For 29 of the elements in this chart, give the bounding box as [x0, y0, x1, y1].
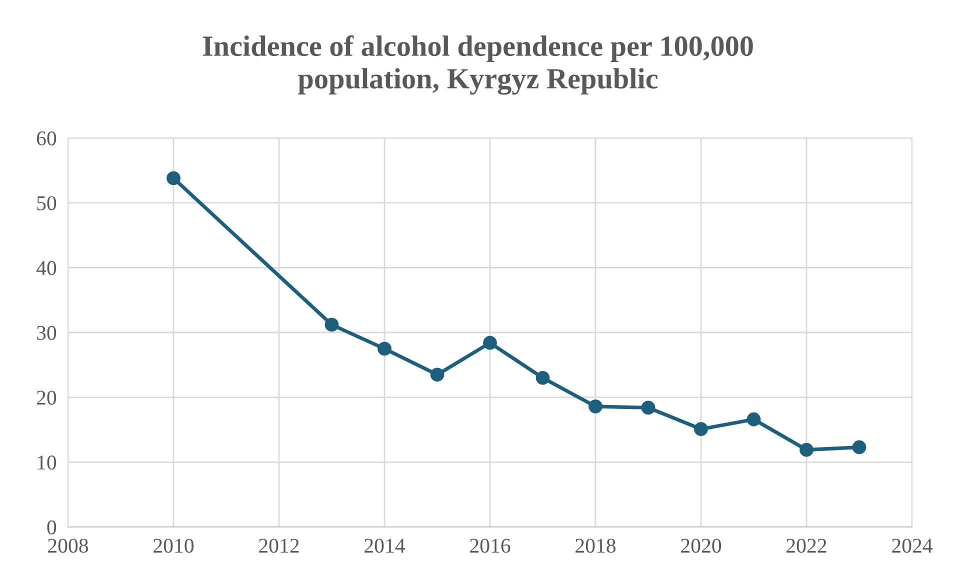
- point: [746, 412, 761, 426]
- point: [324, 318, 339, 332]
- x-tick-label: 2024: [892, 538, 933, 553]
- point: [536, 370, 550, 385]
- x-tick-label: 2014: [364, 538, 406, 553]
- x-tick-label: 2010: [154, 538, 194, 553]
- x-tick-label: 2020: [681, 538, 722, 553]
- point: [852, 440, 866, 454]
- x-tick-label: 2008: [48, 538, 88, 553]
- y-tick-label: 10: [38, 456, 56, 470]
- point: [588, 399, 602, 414]
- x-tick-label: 2012: [259, 538, 299, 553]
- y-tick-label: 20: [36, 390, 56, 405]
- y-tick-label: 60: [36, 131, 56, 146]
- point: [166, 171, 180, 186]
- x-tick-label: 2022: [786, 538, 826, 553]
- y-tick-label: 40: [36, 261, 56, 276]
- point: [483, 336, 497, 350]
- y-tick-label: 50: [37, 196, 56, 210]
- point: [378, 342, 392, 356]
- x-tick-label: 2018: [576, 538, 616, 553]
- point: [430, 368, 444, 382]
- point: [694, 422, 708, 436]
- y-tick-label: 30: [37, 326, 56, 340]
- point: [641, 400, 656, 415]
- x-tick-label: 2016: [470, 538, 510, 553]
- point: [800, 442, 814, 457]
- y-tick-label: 0: [47, 520, 56, 534]
- chart-title: Incidence of alcohol dependence per 100,000 population, Kyrgyz Republic: [202, 35, 753, 95]
